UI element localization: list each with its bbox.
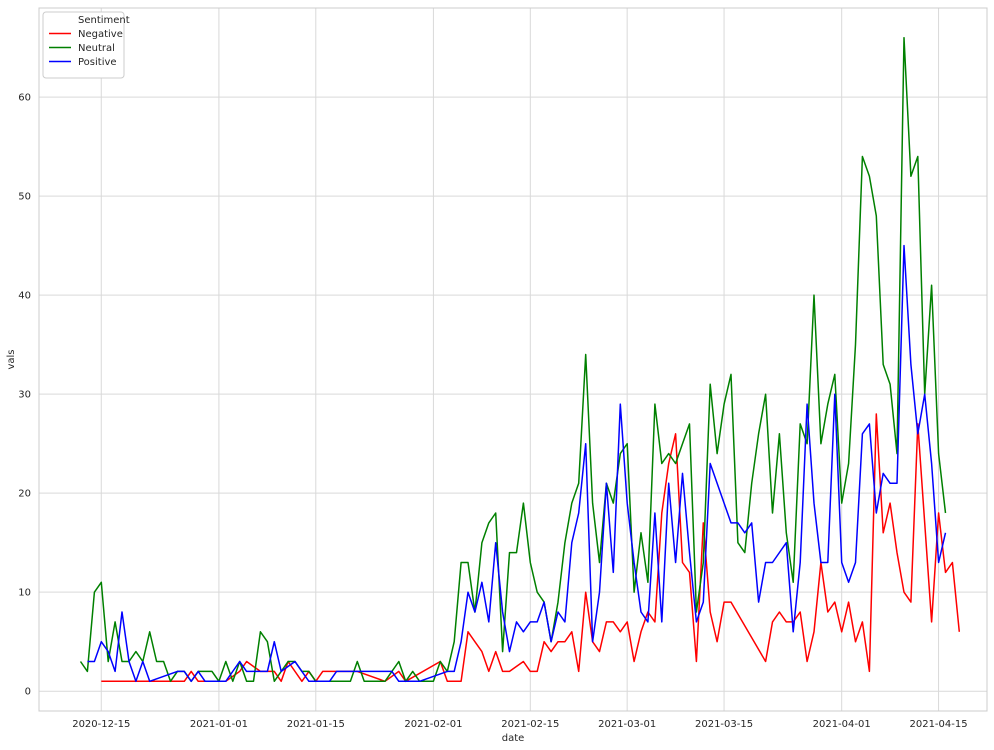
- x-tick-label: 2021-04-15: [909, 719, 967, 730]
- legend-title: Sentiment: [78, 15, 130, 26]
- legend: Sentiment Negative Neutral Positive: [42, 11, 130, 79]
- x-tick-label: 2021-03-15: [695, 719, 753, 730]
- plot-frame: [38, 7, 988, 712]
- y-tick-label: 0: [25, 687, 31, 698]
- x-tick-label: 2021-02-15: [501, 719, 559, 730]
- grid-lines: [39, 8, 987, 711]
- legend-label-negative: Negative: [78, 29, 123, 40]
- series-lines: [79, 36, 961, 683]
- x-tick-label: 2021-01-01: [190, 719, 248, 730]
- y-tick-label: 50: [18, 192, 31, 203]
- y-tick-label: 20: [18, 489, 31, 500]
- x-axis-label: date: [502, 733, 525, 744]
- series-line-positive: [87, 244, 947, 683]
- y-tick-label: 40: [18, 291, 31, 302]
- x-tick-label: 2021-04-01: [813, 719, 871, 730]
- y-tick-label: 10: [18, 588, 31, 599]
- x-axis-ticks: 2020-12-15 2021-01-01 2021-01-15 2021-02-01…: [72, 719, 967, 730]
- legend-label-neutral: Neutral: [78, 43, 115, 54]
- legend-label-positive: Positive: [78, 57, 117, 68]
- y-axis-ticks: 0 10 20 30 40 50 60: [18, 93, 31, 698]
- y-axis-label: vals: [6, 349, 17, 369]
- y-tick-label: 60: [18, 93, 31, 104]
- x-tick-label: 2021-01-15: [287, 719, 345, 730]
- y-tick-label: 30: [18, 390, 31, 401]
- series-line-neutral: [79, 36, 947, 683]
- x-tick-label: 2020-12-15: [72, 719, 130, 730]
- x-tick-label: 2021-02-01: [404, 719, 462, 730]
- x-tick-label: 2021-03-01: [598, 719, 656, 730]
